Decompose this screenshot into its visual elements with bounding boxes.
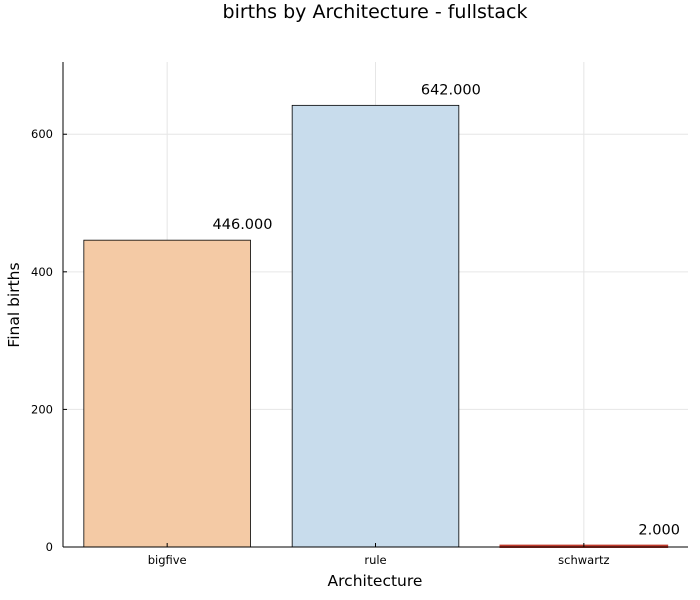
x-tick-label-schwartz: schwartz bbox=[558, 553, 609, 567]
x-axis-label: Architecture bbox=[328, 572, 423, 590]
data-label-schwartz: 2.000 bbox=[638, 523, 680, 539]
x-tick-label-rule: rule bbox=[364, 553, 386, 567]
y-axis-label: Final births bbox=[5, 262, 23, 347]
labels-layer: 446.000 bigfive 642.000 rule 2.000 schwartz 0 2… bbox=[31, 82, 680, 567]
chart-title: births by Architecture - fullstack bbox=[223, 1, 528, 23]
data-label-rule: 642.000 bbox=[421, 82, 481, 98]
y-tick-label-400: 400 bbox=[31, 265, 53, 279]
bar-rule bbox=[291, 104, 460, 548]
bars-layer bbox=[83, 104, 669, 548]
x-tick-label-bigfive: bigfive bbox=[148, 553, 187, 567]
y-tick-label-200: 200 bbox=[31, 402, 53, 416]
bar-bigfive bbox=[83, 239, 251, 548]
axes-layer bbox=[62, 62, 688, 548]
data-label-bigfive: 446.000 bbox=[213, 217, 273, 233]
y-tick-label-600: 600 bbox=[31, 127, 53, 141]
y-tick-label-0: 0 bbox=[46, 540, 53, 554]
